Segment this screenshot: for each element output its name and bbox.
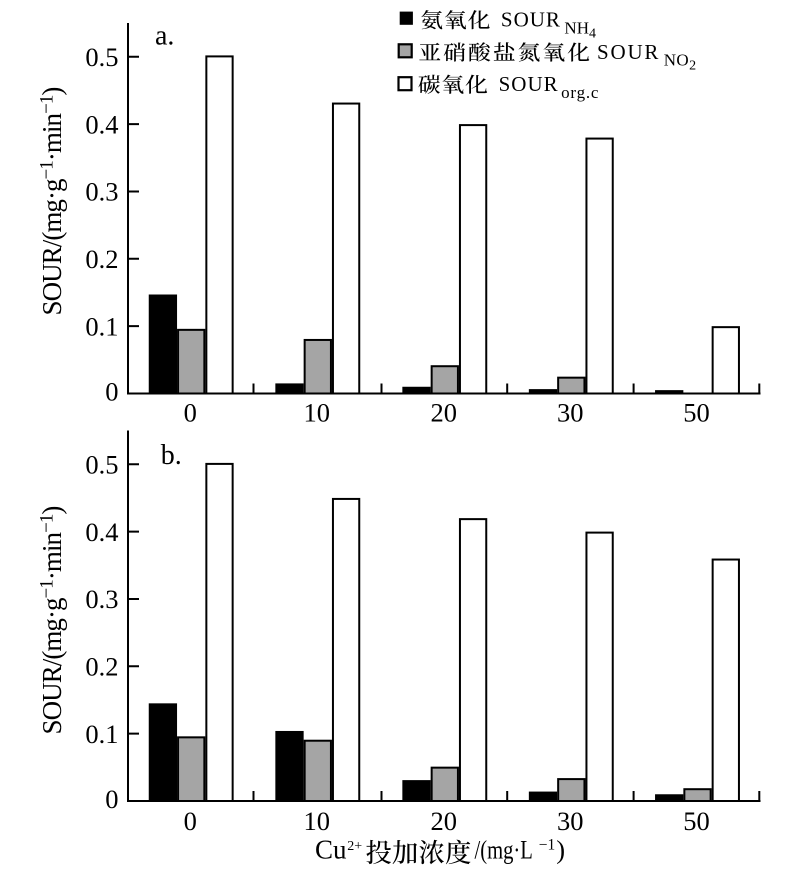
svg-text:0.3: 0.3 bbox=[85, 584, 118, 614]
svg-text:0: 0 bbox=[184, 398, 197, 428]
svg-text:0.2: 0.2 bbox=[85, 244, 118, 274]
svg-text:0.2: 0.2 bbox=[85, 652, 118, 682]
svg-text:0.1: 0.1 bbox=[85, 311, 118, 341]
svg-text:30: 30 bbox=[557, 806, 584, 836]
svg-text:0: 0 bbox=[105, 784, 118, 814]
svg-text:0.1: 0.1 bbox=[85, 719, 118, 749]
svg-text:−1: −1 bbox=[539, 836, 556, 853]
svg-text:SOUR/(mg·g−1·min−1): SOUR/(mg·g−1·min−1) bbox=[36, 507, 67, 735]
svg-text:0.3: 0.3 bbox=[85, 177, 118, 207]
svg-text:10: 10 bbox=[304, 398, 331, 428]
svg-text:30: 30 bbox=[557, 398, 584, 428]
svg-text:2+: 2+ bbox=[347, 839, 362, 854]
svg-text:0.4: 0.4 bbox=[85, 517, 118, 547]
svg-text:/(mg·L: /(mg·L bbox=[475, 835, 533, 864]
svg-text:0.4: 0.4 bbox=[85, 109, 118, 139]
svg-text:b.: b. bbox=[161, 440, 182, 471]
svg-text:20: 20 bbox=[431, 806, 458, 836]
svg-text:10: 10 bbox=[304, 806, 331, 836]
svg-text:Cu: Cu bbox=[315, 834, 347, 864]
svg-text:): ) bbox=[556, 834, 565, 864]
svg-text:SOUR/(mg·g−1·min−1): SOUR/(mg·g−1·min−1) bbox=[36, 88, 67, 316]
svg-text:50: 50 bbox=[683, 398, 710, 428]
svg-text:0: 0 bbox=[105, 377, 118, 407]
svg-text:0: 0 bbox=[184, 806, 197, 836]
svg-text:0.5: 0.5 bbox=[85, 42, 118, 72]
svg-text:a.: a. bbox=[155, 20, 174, 51]
svg-text:20: 20 bbox=[431, 398, 458, 428]
svg-text:0.5: 0.5 bbox=[85, 449, 118, 479]
svg-text:50: 50 bbox=[683, 806, 710, 836]
